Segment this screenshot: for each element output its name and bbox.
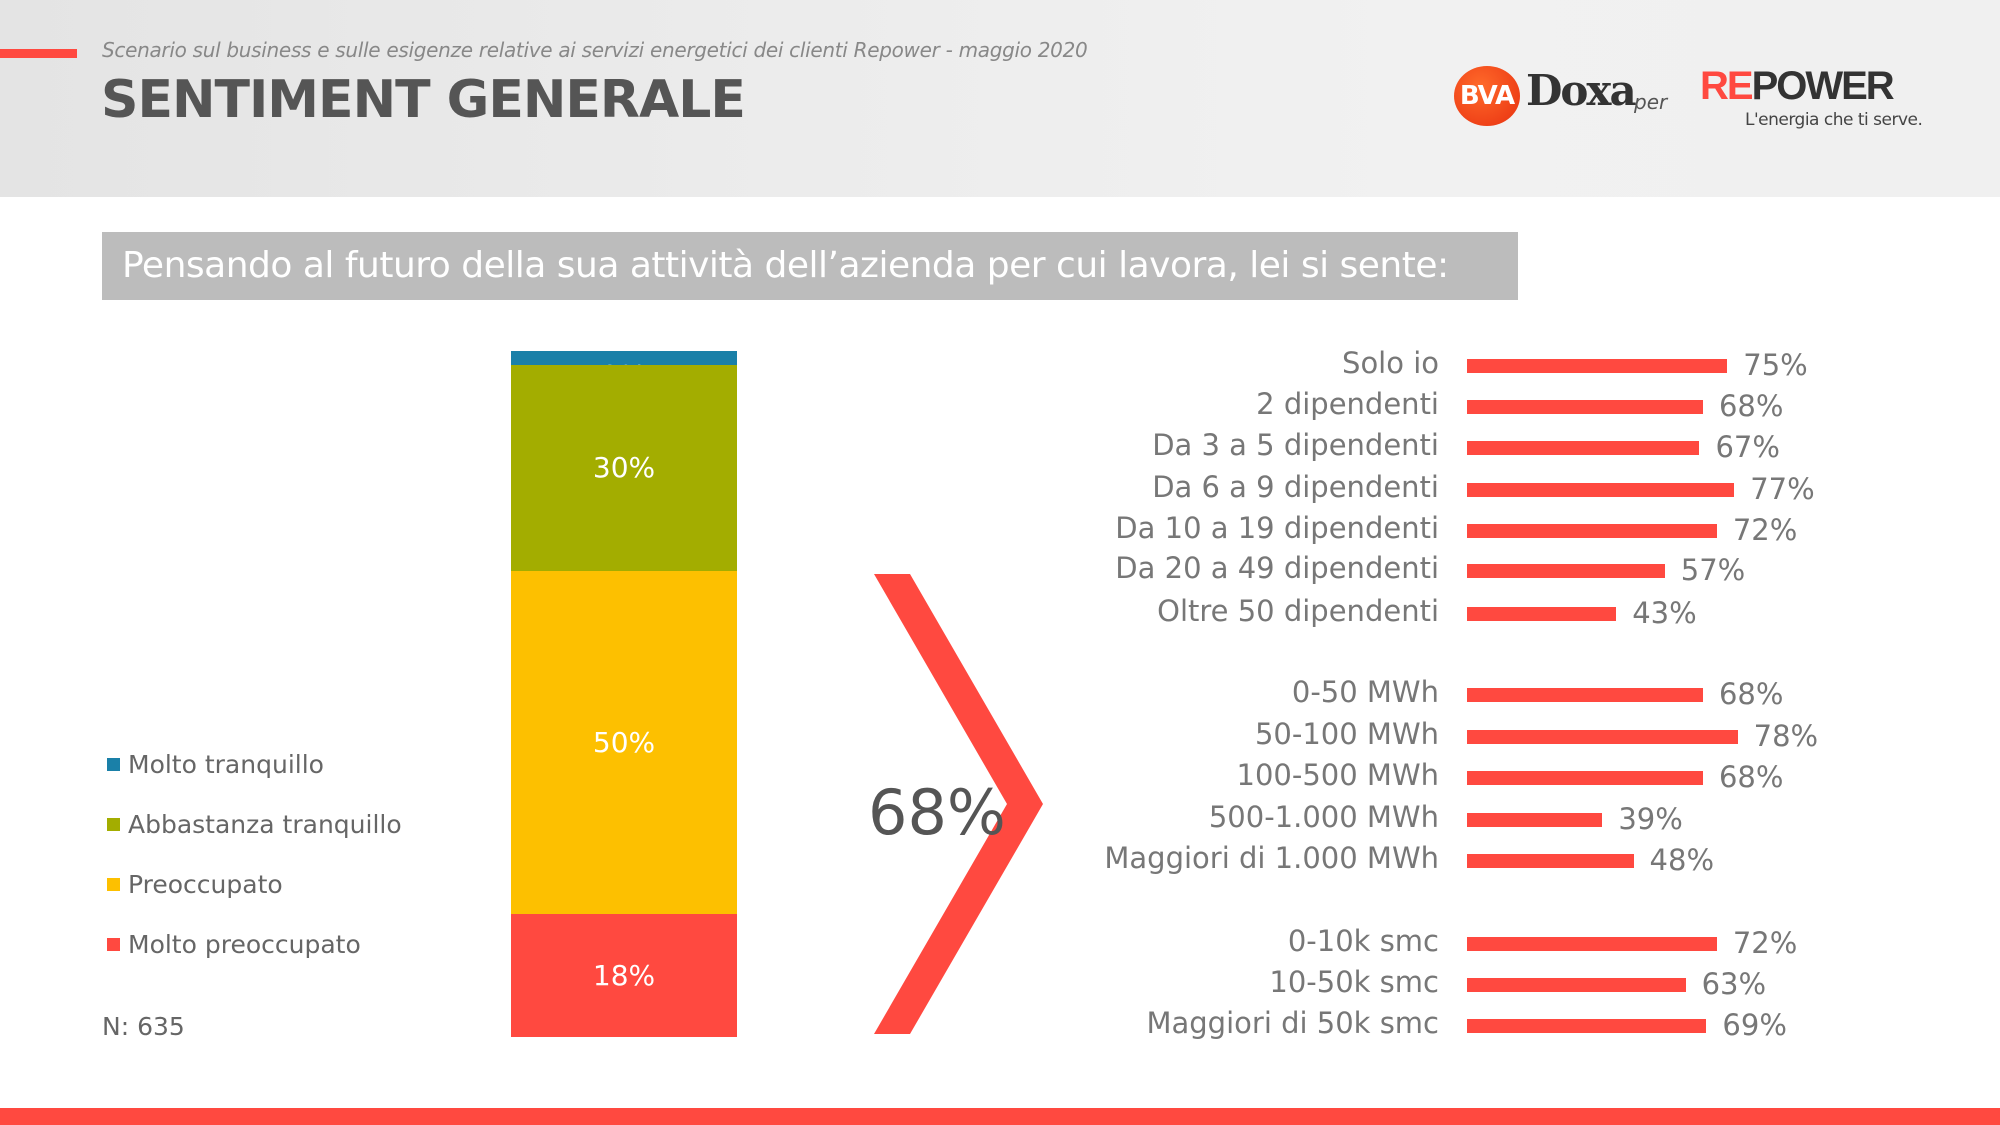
category-label: 0-10k smc (1287, 924, 1439, 958)
value-label: 68% (1718, 677, 1784, 711)
category-label: Maggiori di 1.000 MWh (1104, 841, 1439, 875)
category-label: 50-100 MWh (1254, 717, 1439, 751)
legend-swatch (107, 878, 120, 891)
value-label: 72% (1732, 513, 1798, 547)
stacked-segment: 18% (511, 913, 737, 1037)
category-label: Da 20 a 49 dipendenti (1115, 551, 1439, 585)
category-label: 0-50 MWh (1291, 675, 1439, 709)
logo-per: per (1634, 90, 1668, 114)
total-worried-value: 68% (868, 776, 1006, 849)
value-label: 68% (1718, 389, 1784, 423)
bar (1467, 978, 1686, 992)
bar (1467, 854, 1634, 868)
legend-label: Abbastanza tranquillo (128, 810, 402, 839)
value-label: 39% (1618, 802, 1683, 836)
category-label: 500-1.000 MWh (1208, 800, 1439, 834)
value-label: 68% (1718, 760, 1784, 794)
legend-label: Molto preoccupato (128, 930, 361, 959)
legend-swatch (107, 818, 120, 831)
value-label: 48% (1649, 843, 1715, 877)
legend-item-molto-preoccupato: Molto preoccupato (107, 930, 361, 959)
bar (1467, 688, 1703, 702)
segment-label: 18% (592, 958, 656, 992)
category-label: Oltre 50 dipendenti (1157, 594, 1439, 628)
value-label: 43% (1632, 596, 1697, 630)
header-banner (0, 0, 2000, 197)
category-label: 2 dipendenti (1256, 387, 1439, 421)
value-label: 75% (1743, 348, 1808, 382)
repower-logo-re: RE (1700, 64, 1754, 108)
chevron-icon (874, 574, 1043, 1034)
stacked-segment: 50% (511, 570, 737, 914)
value-label: 63% (1701, 967, 1767, 1001)
bar (1467, 483, 1735, 497)
report-subtitle: Scenario sul business e sulle esigenze r… (102, 38, 1088, 62)
repower-logo: REPOWER (1700, 64, 1895, 109)
legend-swatch (107, 758, 120, 771)
question-box: Pensando al futuro della sua attività de… (102, 232, 1518, 300)
bar (1467, 937, 1717, 951)
value-label: 77% (1750, 472, 1815, 506)
category-label: 100-500 MWh (1236, 758, 1439, 792)
legend-label: Preoccupato (128, 870, 283, 899)
bar (1467, 359, 1728, 373)
stacked-segment: 2% (511, 351, 737, 392)
value-label: 78% (1753, 719, 1819, 753)
segment-label: 30% (592, 451, 656, 485)
accent-bar (0, 49, 77, 58)
value-label: 57% (1680, 553, 1746, 587)
category-label: Da 10 a 19 dipendenti (1115, 511, 1439, 545)
segment-label: 50% (592, 725, 656, 759)
category-label: Da 3 a 5 dipendenti (1152, 428, 1439, 462)
bar (1467, 524, 1717, 538)
legend-label: Molto tranquillo (128, 750, 324, 779)
bar (1467, 1019, 1707, 1033)
bar (1467, 400, 1703, 414)
page-title: SENTIMENT GENERALE (101, 70, 746, 130)
value-label: 67% (1715, 430, 1780, 464)
bar (1467, 813, 1603, 827)
legend-item-preoccupato: Preoccupato (107, 870, 283, 899)
legend-item-abbastanza-tranquillo: Abbastanza tranquillo (107, 810, 402, 839)
legend-item-molto-tranquillo: Molto tranquillo (107, 750, 324, 779)
category-label: Da 6 a 9 dipendenti (1152, 470, 1439, 504)
bva-logo: BVA (1454, 66, 1520, 126)
stacked-segment: 30% (511, 364, 737, 571)
value-label: 72% (1732, 926, 1798, 960)
category-label: Solo io (1342, 346, 1439, 380)
bar (1467, 441, 1700, 455)
footer-bar (0, 1108, 2000, 1125)
bar (1467, 607, 1617, 621)
category-label: Maggiori di 50k smc (1146, 1006, 1439, 1040)
sample-size: N: 635 (102, 1012, 185, 1041)
repower-logo-rest: POWER (1751, 64, 1895, 108)
repower-tagline: L'energia che ti serve. (1745, 110, 1923, 130)
legend-swatch (107, 938, 120, 951)
bar (1467, 771, 1703, 785)
bar (1467, 730, 1738, 744)
bar (1467, 564, 1665, 578)
doxa-logo: Doxa (1526, 66, 1637, 115)
category-label: 10-50k smc (1269, 965, 1439, 999)
value-label: 69% (1722, 1008, 1787, 1042)
